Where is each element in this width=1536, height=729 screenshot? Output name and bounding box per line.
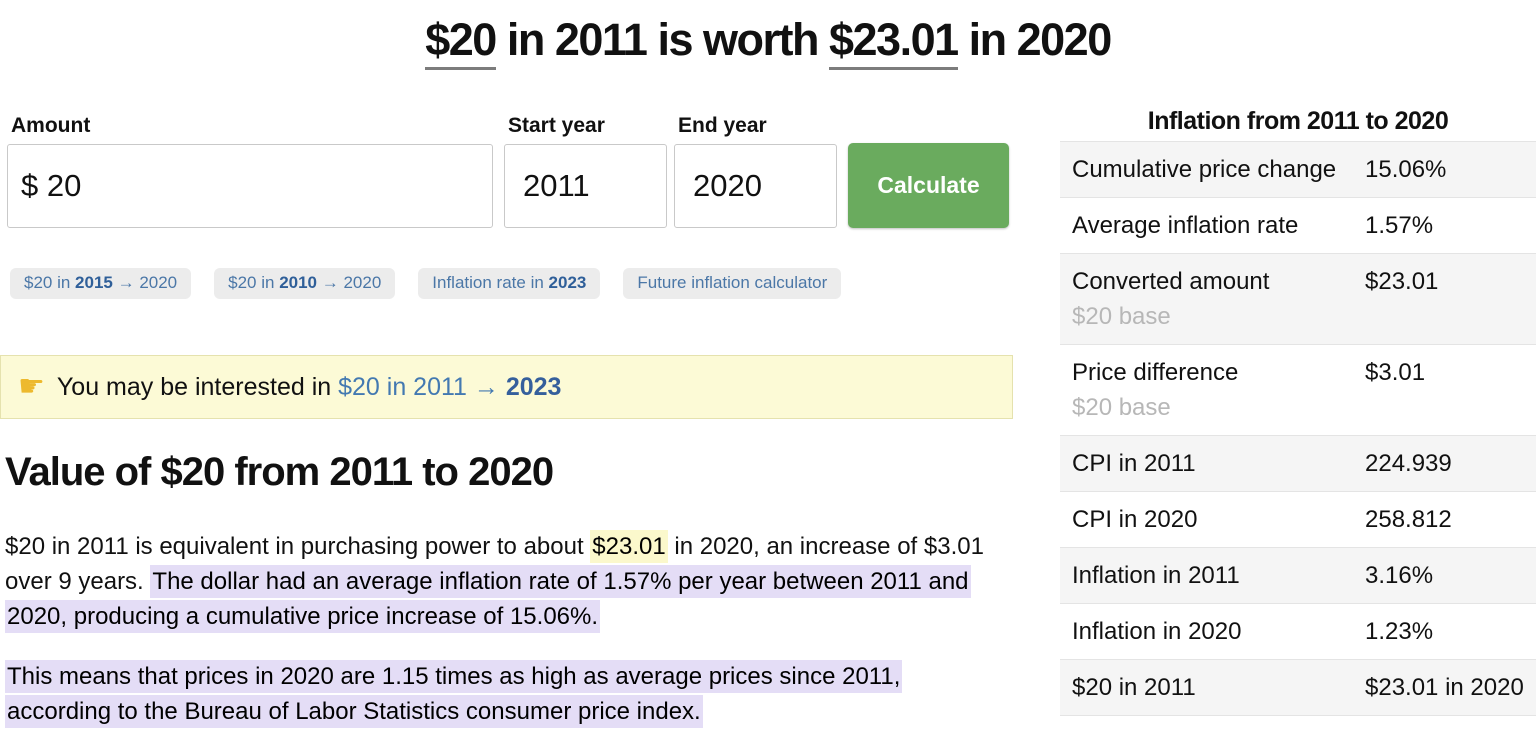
row-sublabel: $20 base — [1072, 394, 1171, 421]
interest-callout: ☛ You may be interested in $20 in 2011 →… — [0, 355, 1013, 419]
end-year-label: End year — [678, 114, 767, 137]
chip-text: Future inflation calculator — [637, 273, 828, 292]
amount-input[interactable] — [7, 144, 493, 228]
table-row: Inflation in 2020 1.23% — [1060, 603, 1536, 659]
table-row: Average inflation rate 1.57% — [1060, 197, 1536, 253]
row-label: Price difference $20 base — [1072, 358, 1365, 422]
chip-bold-text: 2015 — [75, 273, 113, 292]
start-year-label: Start year — [508, 114, 605, 137]
amount-label: Amount — [11, 114, 91, 137]
title-amount-link[interactable]: $20 — [425, 14, 497, 70]
chip-20-in-2010[interactable]: $20 in 2010 → 2020 — [214, 268, 396, 299]
row-label: Inflation in 2020 — [1072, 618, 1242, 645]
table-row: Converted amount $20 base $23.01 — [1060, 253, 1536, 344]
row-value: 3.16% — [1365, 562, 1434, 589]
row-label: Converted amount $20 base — [1072, 267, 1365, 331]
price-comparison-paragraph: This means that prices in 2020 are 1.15 … — [5, 659, 995, 729]
row-label: CPI in 2020 — [1072, 506, 1198, 533]
row-value: $23.01 — [1365, 268, 1439, 295]
end-year-field-group: End year — [674, 114, 837, 228]
table-row: Cumulative price change 15.06% — [1060, 141, 1536, 197]
row-value: $3.01 — [1365, 359, 1426, 386]
summary-paragraph: $20 in 2011 is equivalent in purchasing … — [5, 529, 995, 634]
section-heading: Value of $20 from 2011 to 2020 — [5, 450, 554, 494]
highlighted-inflation-sentence: The dollar had an average inflation rate… — [5, 565, 971, 633]
chip-text: $20 in — [24, 273, 76, 292]
highlighted-converted-amount: $23.01 — [590, 530, 668, 563]
amount-field-group: Amount — [7, 114, 493, 228]
chip-future-inflation-calculator[interactable]: Future inflation calculator — [623, 268, 842, 299]
callout-text: You may be interested in — [56, 372, 332, 401]
start-year-field-group: Start year — [504, 114, 667, 228]
row-sublabel: $20 base — [1072, 303, 1171, 330]
chip-20-in-2015[interactable]: $20 in 2015 → 2020 — [10, 268, 192, 299]
inflation-calculator-form: Amount Start year End year Calculate — [7, 114, 1009, 228]
chip-inflation-rate-2023[interactable]: Inflation rate in 2023 — [418, 268, 601, 299]
page-title: $20 in 2011 is worth $23.01 in 2020 — [0, 14, 1536, 70]
chip-bold-text: 2023 — [548, 273, 587, 292]
row-label: Average inflation rate — [1072, 212, 1299, 239]
start-year-input[interactable] — [504, 144, 667, 228]
callout-link-text: $20 in 2011 → — [338, 372, 506, 401]
row-value: $23.01 in 2020 — [1365, 674, 1524, 701]
row-label: CPI in 2011 — [1072, 450, 1196, 477]
table-row: Inflation in 2011 3.16% — [1060, 547, 1536, 603]
row-label: $20 in 2011 — [1072, 674, 1196, 701]
table-row: $20 in 2011 $23.01 in 2020 — [1060, 659, 1536, 716]
pointing-right-icon: ☛ — [18, 370, 45, 403]
row-label: Cumulative price change — [1072, 156, 1337, 183]
title-mid-text: in 2011 is worth — [495, 14, 829, 65]
paragraph-text: $20 in 2011 is equivalent in purchasing … — [5, 533, 591, 560]
calculate-button[interactable]: Calculate — [848, 143, 1009, 228]
table-row: CPI in 2020 258.812 — [1060, 491, 1536, 547]
highlighted-price-ratio-sentence: This means that prices in 2020 are 1.15 … — [5, 660, 903, 728]
row-value: 258.812 — [1365, 506, 1452, 533]
chip-text: $20 in — [228, 273, 280, 292]
quick-links-row: $20 in 2015 → 2020 $20 in 2010 → 2020 In… — [10, 268, 864, 299]
row-value: 1.23% — [1365, 618, 1434, 645]
chip-text: → 2020 — [112, 273, 178, 292]
row-value: 15.06% — [1365, 156, 1447, 183]
title-worth-link[interactable]: $23.01 — [828, 14, 959, 70]
paragraph-text: in 2020, an increase of $3.01 over 9 yea… — [5, 533, 984, 595]
callout-link-year: 2023 — [505, 372, 562, 401]
row-value: 1.57% — [1365, 212, 1434, 239]
table-title: Inflation from 2011 to 2020 — [1147, 107, 1449, 135]
chip-text: → 2020 — [317, 273, 382, 292]
row-value: 224.939 — [1365, 450, 1452, 477]
callout-link[interactable]: $20 in 2011 → 2023 — [331, 373, 561, 402]
table-row: Price difference $20 base $3.01 — [1060, 344, 1536, 435]
chip-text: Inflation rate in — [432, 273, 549, 292]
table-row: CPI in 2011 224.939 — [1060, 435, 1536, 491]
row-label: Inflation in 2011 — [1072, 562, 1240, 589]
end-year-input[interactable] — [674, 144, 837, 228]
title-end-text: in 2020 — [957, 14, 1113, 65]
chip-bold-text: 2010 — [279, 273, 318, 292]
inflation-summary-table: Inflation from 2011 to 2020 Cumulative p… — [1060, 108, 1536, 716]
